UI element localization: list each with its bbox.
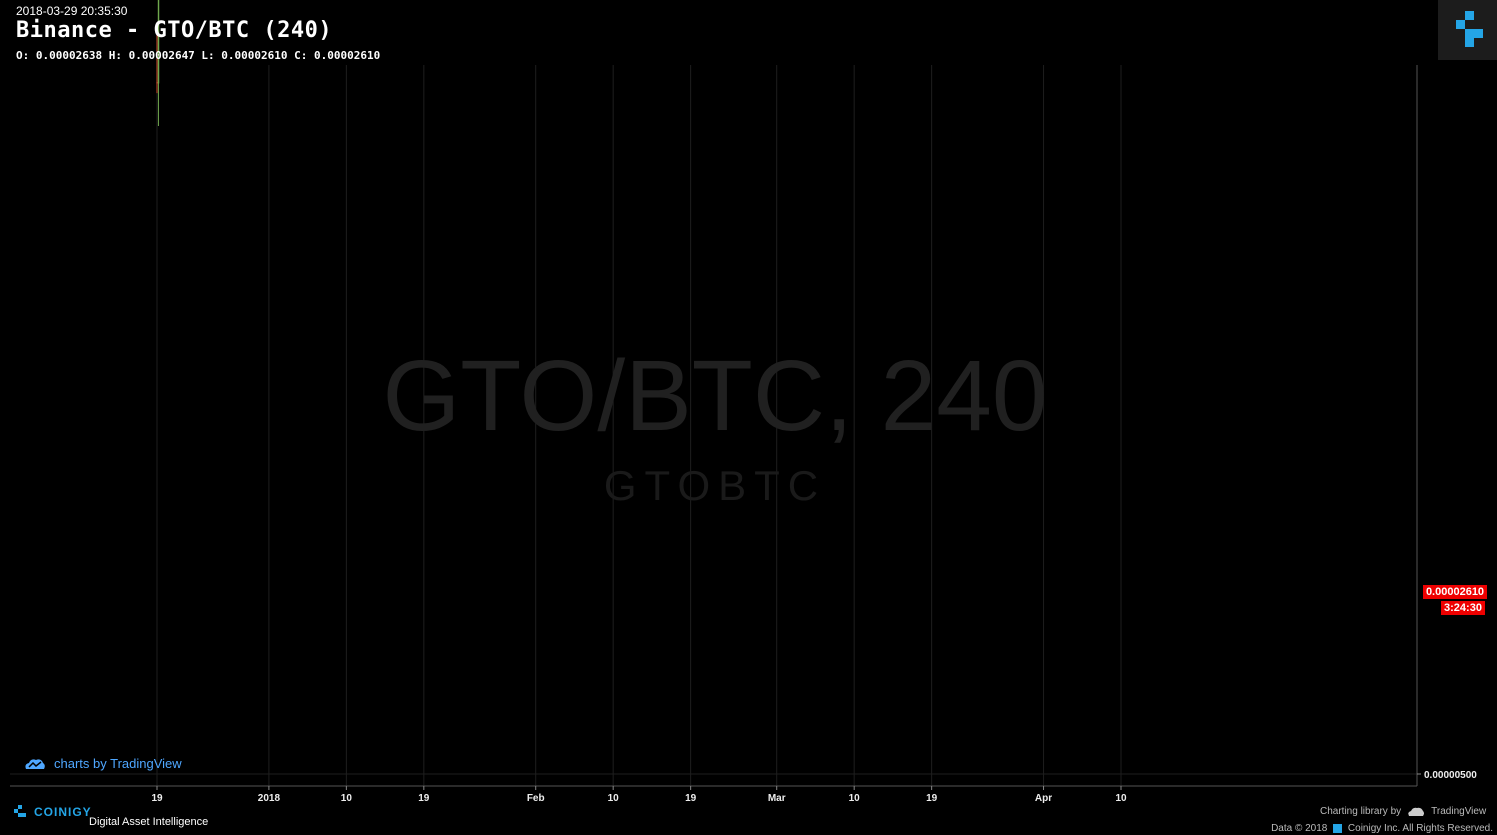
chart-title: Binance - GTO/BTC (240)	[16, 18, 333, 43]
timestamp: 2018-03-29 20:35:30	[16, 4, 128, 18]
x-tick-label: 19	[926, 793, 938, 804]
x-tick-label: 10	[341, 793, 353, 804]
coinigy-mark-icon	[14, 805, 26, 817]
coinigy-tagline: Digital Asset Intelligence	[89, 816, 209, 828]
coinigy-logo-icon	[1456, 11, 1483, 47]
x-tick-label: 19	[418, 793, 430, 804]
x-tick-label: 10	[849, 793, 861, 804]
tradingview-small-cloud-icon	[1408, 807, 1425, 816]
tradingview-cloud-icon	[25, 758, 45, 769]
x-tick-label: Feb	[527, 793, 545, 804]
watermark-symbol: GTO/BTC, 240	[382, 340, 1047, 452]
x-tick-label: 10	[1115, 793, 1127, 804]
data-credit-prefix: Data © 2018	[1271, 823, 1328, 834]
last-price-tag: 0.00002610	[1423, 585, 1487, 599]
charting-library-label: Charting library by	[1320, 806, 1402, 817]
data-credit: Data © 2018 Coinigy Inc. All Rights Rese…	[1271, 823, 1493, 834]
charting-library-credit[interactable]: Charting library by TradingView	[1320, 806, 1486, 817]
coinigy-logo-button[interactable]	[1438, 0, 1497, 60]
x-tick-label: Mar	[768, 793, 786, 804]
x-tick-label: 10	[608, 793, 620, 804]
data-credit-suffix: Coinigy Inc. All Rights Reserved.	[1347, 823, 1493, 834]
candle-body	[157, 0, 160, 84]
x-tick-label: 2018	[258, 793, 281, 804]
watermark-ticker: GTOBTC	[604, 462, 826, 509]
x-tick-label: Apr	[1035, 793, 1052, 804]
x-tick-label: 19	[685, 793, 697, 804]
candle-body	[156, 82, 158, 84]
tradingview-label: charts by TradingView	[54, 756, 182, 771]
coinigy-wordmark: COINIGY	[34, 805, 92, 819]
tradingview-small-label: TradingView	[1431, 806, 1487, 817]
candle-countdown-tag: 3:24:30	[1441, 601, 1485, 615]
candles-group	[156, 0, 160, 126]
coinigy-footer-brand[interactable]: COINIGY	[14, 805, 92, 819]
coinigy-tiny-icon	[1333, 823, 1343, 833]
x-tick-label: 19	[151, 793, 163, 804]
y-tick-label: 0.00000500	[1424, 770, 1477, 781]
ohlc-readout: O: 0.00002638 H: 0.00002647 L: 0.0000261…	[16, 49, 381, 62]
tradingview-link[interactable]: charts by TradingView	[24, 756, 182, 771]
